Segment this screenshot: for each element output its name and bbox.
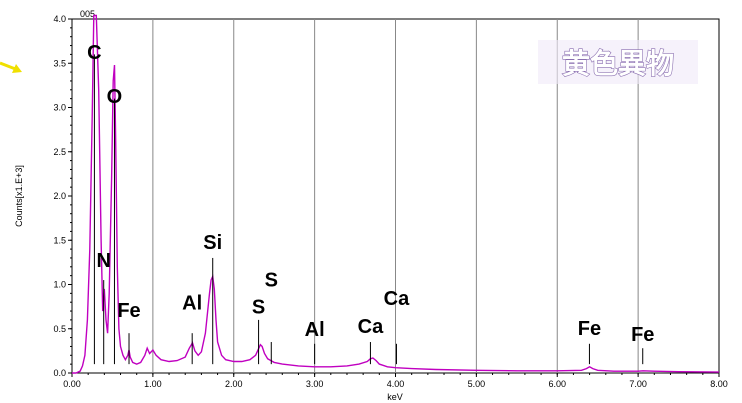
chart-title: 黄色異物 xyxy=(562,47,674,80)
peak-label-al: Al xyxy=(305,319,325,341)
axis-ticks: 0.00 1.00 2.00 3.00 4.00 5.00 6.00 7.00 8.00 0.0 0… xyxy=(53,14,727,389)
x-tick-label: 4.00 xyxy=(387,379,405,389)
peak-label-n: N xyxy=(96,250,110,272)
y-axis-title: Counts[x1.E+3] xyxy=(14,165,24,227)
y-tick-label: 1.0 xyxy=(53,280,66,290)
peak-label-o: O xyxy=(107,86,123,108)
offscale-count-label: 005 xyxy=(80,9,95,19)
yellow-arrow-icon xyxy=(0,61,22,73)
y-tick-label: 2.5 xyxy=(53,147,66,157)
x-tick-label: 5.00 xyxy=(468,379,486,389)
x-tick-label: 8.00 xyxy=(710,379,728,389)
x-tick-label: 7.00 xyxy=(629,379,647,389)
grid xyxy=(152,19,639,373)
y-tick-label: 4.0 xyxy=(53,14,66,24)
peak-label-s: S xyxy=(252,297,265,319)
y-tick-label: 3.5 xyxy=(53,58,66,68)
y-tick-label: 3.0 xyxy=(53,103,66,113)
peak-label-fe: Fe xyxy=(631,324,654,346)
x-tick-label: 6.00 xyxy=(548,379,566,389)
y-tick-label: 0.5 xyxy=(53,324,66,334)
peak-label-s: S xyxy=(265,269,278,291)
y-tick-label: 2.0 xyxy=(53,191,66,201)
peak-label-ca: Ca xyxy=(384,288,410,310)
x-tick-label: 1.00 xyxy=(144,379,162,389)
peak-label-fe: Fe xyxy=(117,300,140,322)
x-tick-label: 2.00 xyxy=(225,379,243,389)
x-tick-label: 3.00 xyxy=(306,379,324,389)
peak-label-ca: Ca xyxy=(358,316,384,338)
y-tick-label: 1.5 xyxy=(53,235,66,245)
y-tick-label: 0.0 xyxy=(53,368,66,378)
x-axis-title: keV xyxy=(387,392,403,402)
peak-label-fe: Fe xyxy=(578,318,601,340)
peak-label-al: Al xyxy=(182,292,202,314)
title-badge-background xyxy=(538,40,698,84)
x-tick-label: 0.00 xyxy=(63,379,81,389)
peak-label-si: Si xyxy=(203,232,222,254)
spectrum-line xyxy=(72,14,720,374)
peak-label-c: C xyxy=(87,42,101,64)
